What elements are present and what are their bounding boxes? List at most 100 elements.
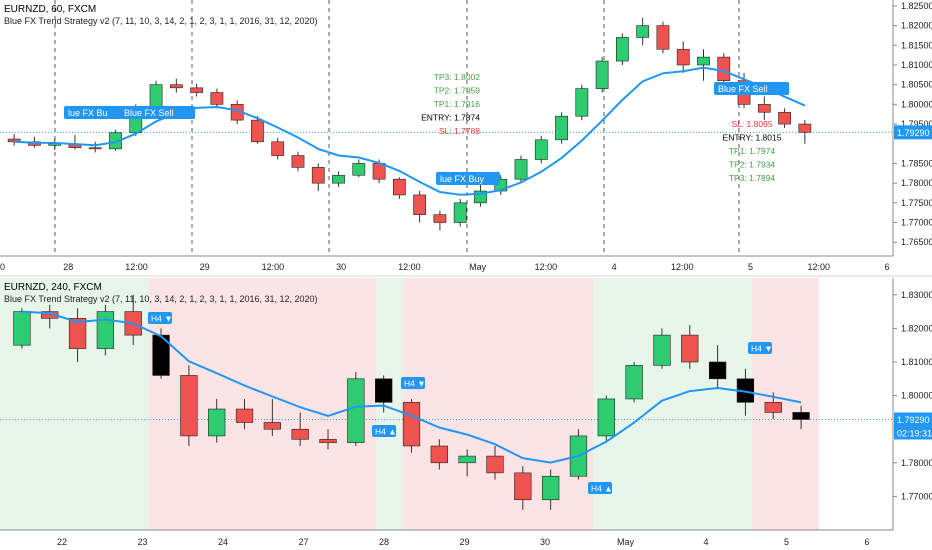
time-tick-label: 24 bbox=[218, 537, 228, 547]
price-tick-label: 1.78500 bbox=[901, 158, 932, 168]
signal-badge-sell bbox=[748, 342, 772, 354]
candle-body bbox=[778, 111, 791, 125]
trend-zone-3 bbox=[404, 278, 593, 530]
sell-level-label: TP3: 1.7894 bbox=[729, 173, 776, 183]
candle-body bbox=[311, 167, 325, 184]
signal-badge-sell bbox=[714, 82, 790, 95]
time-tick-label: May bbox=[617, 537, 635, 547]
signal-badge-text: H4 ▲ bbox=[591, 484, 613, 494]
pane-1-indicator-label: Blue FX Trend Strategy v2 (7, 11, 10, 3,… bbox=[4, 16, 318, 26]
candle-body bbox=[555, 115, 568, 141]
bar-countdown-label: 02:19:31 bbox=[897, 428, 932, 438]
time-tick-label: 12:00 bbox=[671, 262, 694, 272]
candle-body bbox=[149, 84, 163, 109]
candle-body bbox=[636, 25, 650, 38]
buy-level-label: TP1: 1.7916 bbox=[434, 99, 481, 109]
buy-level-label: ENTRY: 1.7874 bbox=[421, 113, 480, 123]
price-tick-label: 1.83000 bbox=[901, 290, 932, 300]
current-price-label: 1.79290 bbox=[897, 415, 930, 425]
candle-body bbox=[263, 422, 282, 430]
candle-body bbox=[271, 141, 285, 156]
signal-badge-buy bbox=[436, 172, 500, 185]
time-tick-label: May bbox=[469, 262, 487, 272]
candle-body bbox=[798, 123, 812, 133]
candle-body bbox=[96, 311, 115, 349]
bar-countdown-tag bbox=[894, 426, 932, 440]
price-tick-label: 1.77000 bbox=[901, 218, 932, 228]
candle-body bbox=[676, 48, 690, 66]
time-tick-label: 5 bbox=[748, 262, 753, 272]
signal-badge-text: H4 ▲ bbox=[375, 427, 397, 437]
pane-1-title: EURNZD, 60, FXCM bbox=[4, 4, 96, 15]
candle-body bbox=[372, 163, 386, 180]
price-tick-label: 1.81000 bbox=[901, 60, 932, 70]
price-tick-label: 1.77500 bbox=[901, 198, 932, 208]
price-tick-label: 1.80000 bbox=[901, 391, 932, 401]
candle-body bbox=[208, 408, 226, 437]
candle-body bbox=[717, 56, 731, 82]
time-tick-label: 29 bbox=[200, 262, 210, 272]
time-tick-label: 4 bbox=[612, 262, 617, 272]
candle-body bbox=[708, 361, 727, 380]
time-tick-label: 6 bbox=[864, 537, 869, 547]
signal-badge-text: Blue FX Sell bbox=[718, 84, 768, 94]
candle-body bbox=[392, 178, 406, 196]
price-tick-label: 1.82000 bbox=[901, 21, 932, 31]
candle-body bbox=[375, 378, 393, 403]
price-tick-label: 1.82000 bbox=[901, 323, 932, 333]
candle-body bbox=[347, 378, 365, 443]
candle-body bbox=[625, 365, 643, 400]
price-tick-label: 1.78000 bbox=[901, 178, 932, 188]
candle-body bbox=[235, 408, 254, 423]
candle-body bbox=[332, 174, 345, 184]
price-tick-label: 1.81500 bbox=[901, 40, 932, 50]
current-price-tag bbox=[894, 125, 932, 140]
time-tick-label: 5 bbox=[784, 537, 789, 547]
time-tick-label: 12:00 bbox=[262, 262, 285, 272]
time-tick-label: 6 bbox=[884, 262, 889, 272]
candle-body bbox=[486, 455, 504, 474]
signal-badge-sell bbox=[148, 312, 172, 324]
signal-badge-buy bbox=[372, 425, 396, 437]
candle-body bbox=[68, 318, 87, 349]
candle-body bbox=[764, 402, 782, 413]
candle-body bbox=[291, 428, 309, 440]
signal-badge-text: H4 ▼ bbox=[151, 314, 173, 324]
candle-body bbox=[697, 56, 710, 66]
candle-body bbox=[757, 104, 771, 113]
price-tick-label: 1.78000 bbox=[901, 458, 932, 468]
candle-body bbox=[681, 334, 699, 363]
candle-body bbox=[291, 155, 305, 168]
trend-zone-4 bbox=[593, 278, 752, 530]
signal-badge-text: Blue FX Sell bbox=[124, 108, 174, 118]
candle-body bbox=[251, 119, 264, 143]
time-tick-label: 12:00 bbox=[535, 262, 558, 272]
pane-2-title: EURNZD, 240, FXCM bbox=[4, 282, 102, 293]
sell-level-label: TP1: 1.7974 bbox=[729, 146, 776, 156]
price-tick-label: 1.80000 bbox=[901, 99, 932, 109]
candle-body bbox=[656, 25, 670, 50]
price-tick-label: 1.79500 bbox=[901, 119, 932, 129]
trend-zone-2 bbox=[376, 278, 404, 530]
candle-body bbox=[169, 84, 183, 89]
signal-badge-sell bbox=[401, 377, 425, 389]
candle-body bbox=[514, 159, 528, 180]
candle-body bbox=[595, 60, 609, 89]
candle-body bbox=[109, 132, 122, 150]
candle-body bbox=[430, 445, 448, 464]
candle-body bbox=[534, 139, 548, 160]
sell-level-label: SL: 1.8095 bbox=[731, 119, 772, 129]
candle-body bbox=[13, 311, 31, 346]
price-tick-label: 1.81000 bbox=[901, 357, 932, 367]
candle-body bbox=[541, 475, 560, 501]
current-price-label: 1.79290 bbox=[897, 128, 930, 138]
candle-body bbox=[210, 92, 224, 105]
candle-body bbox=[616, 37, 629, 62]
price-tick-label: 1.76500 bbox=[901, 237, 932, 247]
sell-level-label: ENTRY: 1.8015 bbox=[723, 133, 782, 143]
signal-badge-text: lue FX Bu bbox=[68, 108, 108, 118]
trend-zone-5 bbox=[752, 278, 819, 530]
time-tick-label: 00 bbox=[0, 262, 5, 272]
